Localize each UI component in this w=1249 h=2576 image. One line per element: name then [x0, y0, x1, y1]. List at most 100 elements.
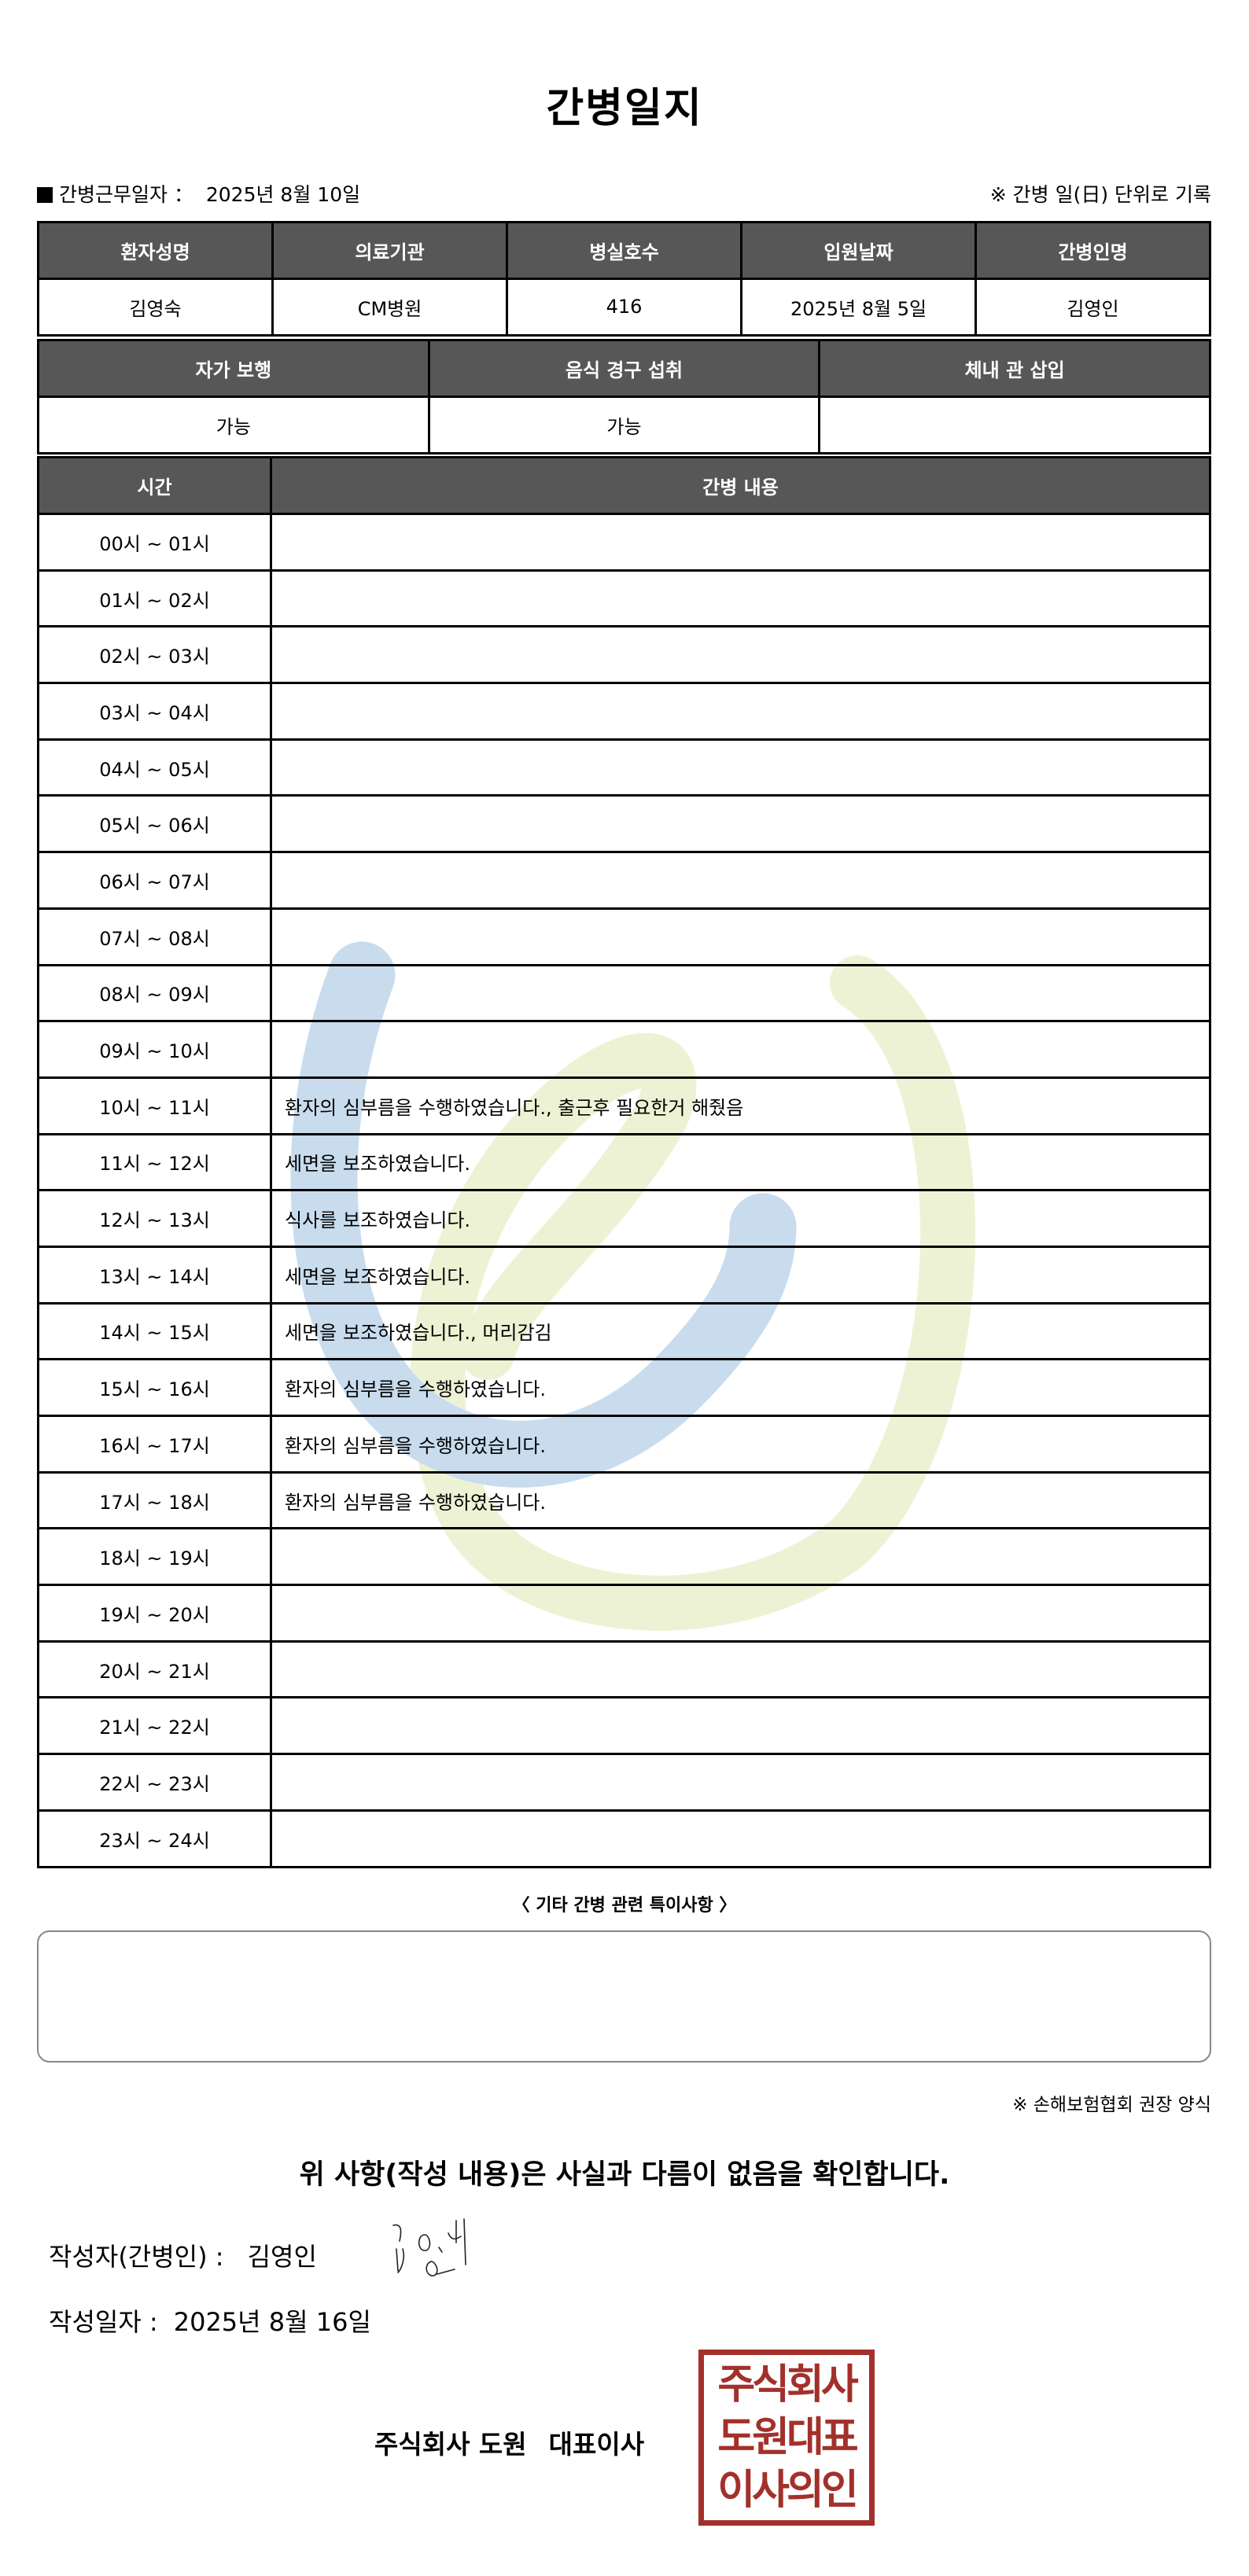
seal-line: 도원대표: [717, 2414, 858, 2461]
care-content: [270, 1527, 1211, 1587]
table-row: 03시 ~ 04시: [37, 682, 1211, 741]
care-content: 환자의 심부름을 수행하였습니다.: [270, 1358, 1211, 1417]
care-content: 환자의 심부름을 수행하였습니다., 출근후 필요한거 해줬음: [270, 1076, 1211, 1135]
tube-insertion: [818, 396, 1211, 454]
care-log-table: 시간 간병 내용 00시 ~ 01시 01시 ~ 02시 02시 ~ 03시 03시 …: [37, 456, 1211, 1868]
room-number: 416: [506, 278, 742, 337]
time-slot: 08시 ~ 09시: [37, 963, 272, 1023]
care-content: 세면을 보조하였습니다.: [270, 1245, 1211, 1305]
table-row: 14시 ~ 15시 세면을 보조하였습니다., 머리감김: [37, 1301, 1211, 1361]
care-content: 세면을 보조하였습니다.: [270, 1132, 1211, 1192]
company-title: 대표이사: [548, 2429, 645, 2460]
table-row: 05시 ~ 06시: [37, 794, 1211, 854]
company-seal-stamp: 주식회사 도원대표 이사의인: [698, 2350, 875, 2526]
time-slot: 15시 ~ 16시: [37, 1358, 272, 1417]
time-slot: 12시 ~ 13시: [37, 1189, 272, 1248]
time-slot: 21시 ~ 22시: [37, 1696, 272, 1756]
oral-intake: 가능: [427, 396, 821, 454]
care-content: 환자의 심부름을 수행하였습니다.: [270, 1470, 1211, 1530]
care-content: [270, 738, 1211, 797]
care-content: 식사를 보조하였습니다.: [270, 1189, 1211, 1248]
written-date-value: 2025년 8월 16일: [173, 2307, 371, 2337]
care-content: 세면을 보조하였습니다., 머리감김: [270, 1301, 1211, 1361]
table-row: 02시 ~ 03시: [37, 625, 1211, 685]
patient-name: 김영숙: [37, 278, 274, 337]
header-admission-date: 입원날짜: [740, 221, 977, 280]
page-title: 간병일지: [546, 85, 703, 132]
care-content: [270, 682, 1211, 741]
special-notes-box: [37, 1930, 1211, 2063]
author-line: 작성자(간병인) : 김영인: [49, 2237, 317, 2273]
table-row: 17시 ~ 18시 환자의 심부름을 수행하였습니다.: [37, 1470, 1211, 1530]
patient-info-table: 환자성명 의료기관 병실호수 입원날짜 간병인명 김영숙 CM병원 416 20…: [37, 221, 1211, 337]
care-content: [270, 963, 1211, 1023]
record-unit-note: ※ 간병 일(日) 단위로 기록: [989, 183, 1211, 206]
time-slot: 23시 ~ 24시: [37, 1809, 272, 1868]
table-row: 16시 ~ 17시 환자의 심부름을 수행하였습니다.: [37, 1415, 1211, 1474]
patient-status-table: 자가 보행 음식 경구 섭취 체내 관 삽입 가능 가능: [37, 339, 1211, 454]
seal-line: 이사의인: [717, 2467, 858, 2514]
written-date-line: 작성일자 : 2025년 8월 16일: [49, 2302, 371, 2339]
table-row: 04시 ~ 05시: [37, 738, 1211, 797]
care-content: 환자의 심부름을 수행하였습니다.: [270, 1415, 1211, 1474]
table-row: 09시 ~ 10시: [37, 1020, 1211, 1079]
time-slot: 18시 ~ 19시: [37, 1527, 272, 1587]
time-slot: 14시 ~ 15시: [37, 1301, 272, 1361]
time-slot: 22시 ~ 23시: [37, 1753, 272, 1812]
header-care-content: 간병 내용: [270, 456, 1211, 515]
care-content: [270, 1020, 1211, 1079]
time-slot: 07시 ~ 08시: [37, 907, 272, 966]
time-slot: 20시 ~ 21시: [37, 1639, 272, 1699]
table-row: 20시 ~ 21시: [37, 1639, 1211, 1699]
header-time: 시간: [37, 456, 272, 515]
self-walking: 가능: [37, 396, 430, 454]
table-row: 10시 ~ 11시 환자의 심부름을 수행하였습니다., 출근후 필요한거 해줬음: [37, 1076, 1211, 1135]
time-slot: 00시 ~ 01시: [37, 513, 272, 572]
header-tube-insertion: 체내 관 삽입: [818, 339, 1211, 398]
care-content: [270, 1639, 1211, 1699]
time-slot: 17시 ~ 18시: [37, 1470, 272, 1530]
table-row: 13시 ~ 14시 세면을 보조하였습니다.: [37, 1245, 1211, 1305]
time-slot: 19시 ~ 20시: [37, 1584, 272, 1643]
table-row: 08시 ~ 09시: [37, 963, 1211, 1023]
work-date-label: 간병근무일자 ：: [59, 183, 193, 206]
table-row: 01시 ~ 02시: [37, 569, 1211, 628]
form-source-note: ※ 손해보험협회 권장 양식: [1012, 2095, 1211, 2115]
header-oral-intake: 음식 경구 섭취: [427, 339, 821, 398]
confirmation-statement: 위 사항(작성 내용)은 사실과 다름이 없음을 확인합니다.: [299, 2159, 950, 2191]
care-content: [270, 1584, 1211, 1643]
work-date: 간병근무일자 ： 2025년 8월 10일: [37, 179, 360, 208]
caregiver-name: 김영인: [975, 278, 1211, 337]
header-hospital: 의료기관: [271, 221, 508, 280]
table-row: 22시 ~ 23시: [37, 1753, 1211, 1812]
care-content: [270, 851, 1211, 910]
author-name: 김영인: [247, 2242, 317, 2272]
care-content: [270, 1809, 1211, 1868]
time-slot: 10시 ~ 11시: [37, 1076, 272, 1135]
care-content: [270, 1696, 1211, 1756]
care-content: [270, 513, 1211, 572]
time-slot: 13시 ~ 14시: [37, 1245, 272, 1305]
hospital: CM병원: [271, 278, 508, 337]
care-content: [270, 794, 1211, 854]
care-content: [270, 569, 1211, 628]
handwritten-signature: [392, 2218, 466, 2276]
company-name: 주식회사 도원: [374, 2429, 527, 2460]
header-room: 병실호수: [506, 221, 742, 280]
time-slot: 16시 ~ 17시: [37, 1415, 272, 1474]
notes-heading: 〈 기타 간병 관련 특이사항 〉: [512, 1896, 737, 1915]
square-bullet-icon: [37, 187, 53, 203]
table-row: 15시 ~ 16시 환자의 심부름을 수행하였습니다.: [37, 1358, 1211, 1417]
table-row: 12시 ~ 13시 식사를 보조하였습니다.: [37, 1189, 1211, 1248]
time-slot: 05시 ~ 06시: [37, 794, 272, 854]
admission-date: 2025년 8월 5일: [740, 278, 977, 337]
time-slot: 06시 ~ 07시: [37, 851, 272, 910]
header-caregiver: 간병인명: [975, 221, 1211, 280]
header-patient-name: 환자성명: [37, 221, 274, 280]
author-label: 작성자(간병인) :: [49, 2242, 224, 2272]
table-row: 11시 ~ 12시 세면을 보조하였습니다.: [37, 1132, 1211, 1192]
time-slot: 03시 ~ 04시: [37, 682, 272, 741]
table-row: 07시 ~ 08시: [37, 907, 1211, 966]
table-row: 19시 ~ 20시: [37, 1584, 1211, 1643]
table-row: 06시 ~ 07시: [37, 851, 1211, 910]
